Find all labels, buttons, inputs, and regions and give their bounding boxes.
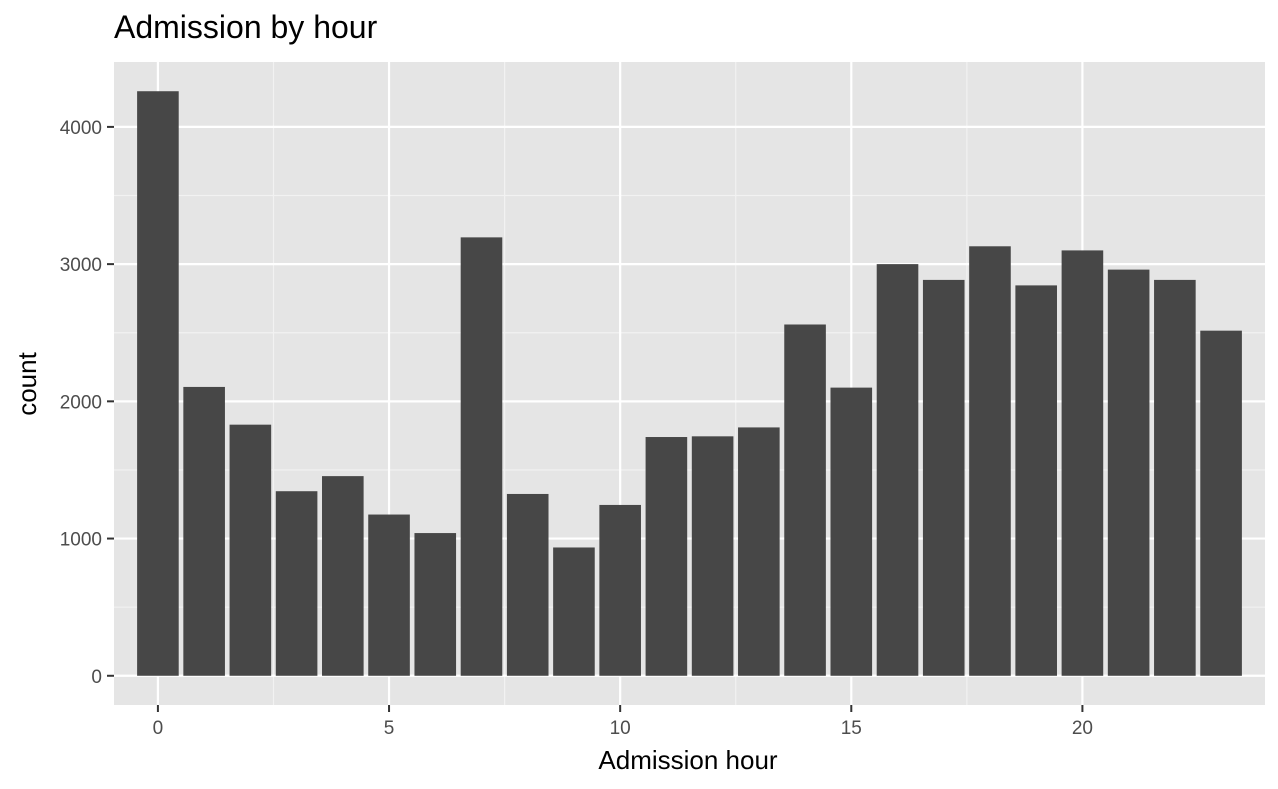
bar-hour-13 bbox=[738, 427, 780, 676]
bar-hour-14 bbox=[784, 324, 826, 676]
y-tick-label: 2000 bbox=[60, 392, 102, 413]
bar-hour-21 bbox=[1107, 269, 1150, 676]
bar-hour-15 bbox=[830, 387, 873, 676]
x-tick-label: 5 bbox=[384, 718, 395, 739]
bar-hour-18 bbox=[969, 246, 1011, 676]
bars bbox=[137, 91, 1242, 676]
x-tick-label: 15 bbox=[841, 718, 862, 739]
bar-hour-7 bbox=[460, 237, 503, 676]
bar-hour-9 bbox=[553, 547, 595, 676]
bar-hour-5 bbox=[368, 514, 410, 676]
bar-hour-17 bbox=[922, 279, 965, 676]
y-tick-label: 4000 bbox=[60, 118, 102, 139]
bar-hour-4 bbox=[322, 476, 364, 676]
x-axis: 0 5 10 15 20 bbox=[153, 705, 1093, 739]
y-axis: 0 1000 2000 3000 4000 bbox=[60, 118, 114, 688]
bar-hour-12 bbox=[691, 436, 734, 676]
y-tick-label: 0 bbox=[91, 667, 102, 688]
bar-hour-11 bbox=[645, 437, 688, 676]
bar-hour-16 bbox=[876, 264, 919, 676]
x-axis-title: Admission hour bbox=[598, 745, 778, 775]
x-tick-label: 20 bbox=[1072, 718, 1093, 739]
bar-hour-23 bbox=[1200, 330, 1242, 676]
y-tick-label: 1000 bbox=[60, 530, 102, 551]
bar-hour-10 bbox=[599, 504, 641, 676]
bar-hour-6 bbox=[414, 533, 457, 676]
bar-hour-19 bbox=[1015, 285, 1057, 676]
y-axis-title: count bbox=[12, 351, 42, 415]
bar-hour-8 bbox=[506, 493, 549, 676]
bar-hour-0 bbox=[137, 91, 179, 676]
bar-hour-1 bbox=[183, 386, 225, 676]
x-tick-label: 10 bbox=[610, 718, 631, 739]
bar-hour-2 bbox=[229, 424, 272, 676]
x-tick-label: 0 bbox=[153, 718, 164, 739]
y-tick-label: 3000 bbox=[60, 255, 102, 276]
bar-hour-22 bbox=[1154, 279, 1196, 676]
bar-hour-3 bbox=[275, 491, 318, 676]
chart-title: Admission by hour bbox=[114, 9, 378, 45]
bar-hour-20 bbox=[1061, 250, 1104, 676]
